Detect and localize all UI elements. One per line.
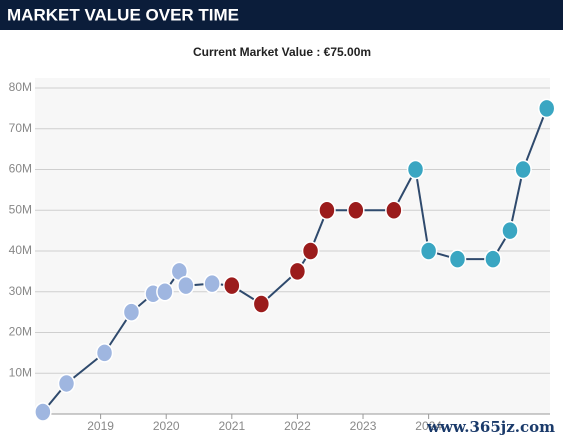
plot-area <box>35 78 550 414</box>
point-marker <box>177 275 195 296</box>
point-marker <box>318 200 336 220</box>
point-marker <box>385 200 403 220</box>
y-tick-label: 80M <box>9 80 32 94</box>
point-marker <box>301 241 320 261</box>
point-marker <box>347 200 365 220</box>
point-marker <box>223 275 241 296</box>
y-tick-label: 10M <box>9 365 32 379</box>
x-tick-label: 2024 <box>415 419 442 433</box>
x-tick-label: 2023 <box>350 419 377 433</box>
point-marker <box>484 249 502 269</box>
point-marker <box>156 282 174 302</box>
point-marker <box>514 159 532 180</box>
point-marker <box>288 261 307 282</box>
x-tick-label: 2021 <box>218 419 245 433</box>
x-tick-label: 2022 <box>284 419 311 433</box>
point-marker <box>501 220 519 241</box>
point-marker <box>57 373 76 394</box>
point-marker <box>419 241 438 261</box>
chart-title: Current Market Value : €75.00m <box>193 45 371 59</box>
point-marker <box>252 294 271 314</box>
point-marker <box>203 273 221 294</box>
y-tick-label: 40M <box>9 243 32 257</box>
y-tick-label: 60M <box>9 162 32 176</box>
y-tick-label: 20M <box>9 325 32 339</box>
y-tick-label: 70M <box>9 121 32 135</box>
point-marker <box>34 402 52 422</box>
point-marker <box>95 343 114 363</box>
watermark: www.365jz.com <box>426 418 555 436</box>
point-marker <box>448 249 467 269</box>
point-marker <box>406 159 425 180</box>
x-tick-label: 2020 <box>153 419 180 433</box>
point-marker <box>122 302 141 322</box>
header-title: MARKET VALUE OVER TIME <box>7 5 239 24</box>
y-tick-label: 50M <box>9 202 32 216</box>
x-tick-label: 2019 <box>87 419 114 433</box>
y-tick-label: 30M <box>9 284 32 298</box>
header-bar <box>0 0 563 30</box>
point-marker <box>537 98 556 119</box>
